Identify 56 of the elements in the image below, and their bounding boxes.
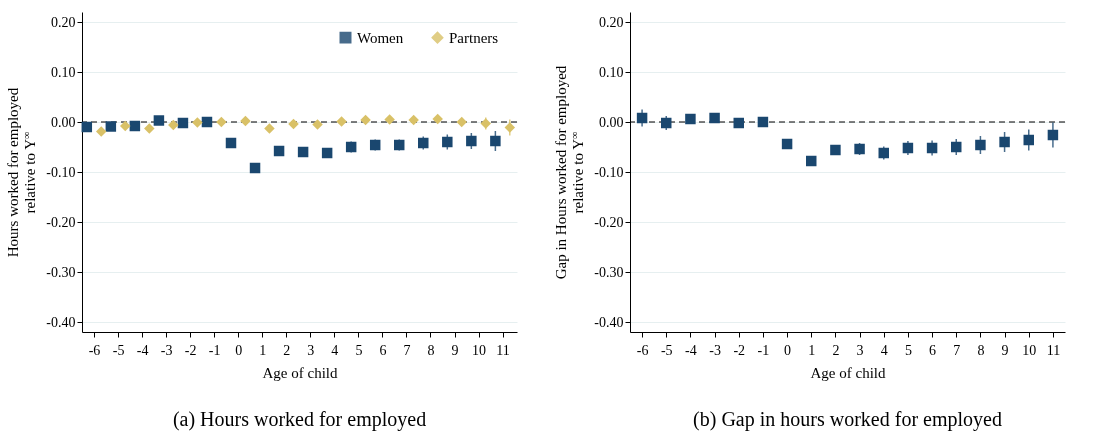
- x-tick-label: 2: [832, 342, 840, 358]
- y-tick-label: -0.10: [46, 164, 76, 180]
- x-tick-label: 0: [784, 342, 792, 358]
- x-tick-label: 11: [496, 342, 510, 358]
- x-tick-label: 1: [259, 342, 267, 358]
- y-tick-label: -0.10: [594, 164, 624, 180]
- x-tick-label: 10: [1022, 342, 1037, 358]
- x-tick-label: -2: [733, 342, 746, 358]
- x-tick-label: 3: [856, 342, 864, 358]
- y-tick-label: -0.30: [46, 264, 76, 280]
- x-tick-label: -1: [208, 342, 221, 358]
- x-tick-label: 0: [235, 342, 243, 358]
- legend-label: Partners: [449, 29, 499, 46]
- x-tick-label: -3: [709, 342, 721, 358]
- text: (b) Gap in hours worked for employed: [693, 408, 1002, 431]
- x-tick-label: 2: [283, 342, 291, 358]
- x-tick-label: -4: [685, 342, 697, 358]
- x-tick-label: -5: [660, 342, 673, 358]
- y-tick-label: 0.00: [599, 114, 624, 130]
- y-tick-label: -0.40: [46, 314, 76, 330]
- y-tick-label: 0.10: [51, 64, 76, 80]
- x-tick-label: 9: [451, 342, 459, 358]
- y-tick-label: 0.00: [51, 114, 76, 130]
- y-tick-label: 0.20: [51, 14, 76, 30]
- x-tick-label: 5: [904, 342, 912, 358]
- y-tick-label: -0.20: [46, 214, 76, 230]
- x-tick-label: 6: [929, 342, 937, 358]
- x-tick-label: 9: [1001, 342, 1009, 358]
- y-tick-label: -0.30: [594, 264, 624, 280]
- x-tick-label: 7: [403, 342, 411, 358]
- y-tick-label: -0.40: [594, 314, 624, 330]
- x-tick-label: 1: [808, 342, 816, 358]
- x-tick-label: -5: [112, 342, 125, 358]
- x-tick-label: 5: [355, 342, 363, 358]
- x-tick-label: -3: [160, 342, 173, 358]
- x-tick-label: -1: [757, 342, 770, 358]
- x-tick-label: -6: [636, 342, 649, 358]
- y-tick-label: 0.20: [599, 14, 624, 30]
- x-tick-label: -4: [136, 342, 149, 358]
- y-tick-label: -0.20: [594, 214, 624, 230]
- x-tick-label: 4: [331, 342, 339, 358]
- x-tick-label: 8: [977, 342, 985, 358]
- y-tick-label: 0.10: [599, 64, 624, 80]
- x-tick-label: 8: [427, 342, 435, 358]
- x-tick-label: 11: [1046, 342, 1061, 358]
- x-tick-label: 3: [307, 342, 315, 358]
- x-tick-label: 4: [880, 342, 888, 358]
- x-axis-title: Age of child: [262, 364, 338, 381]
- x-tick-label: 10: [472, 342, 487, 358]
- x-axis-title: Age of child: [810, 364, 886, 381]
- x-tick-label: -2: [184, 342, 197, 358]
- text: (a) Hours worked for employed: [172, 408, 427, 431]
- legend-label: Women: [357, 29, 404, 46]
- x-tick-label: 7: [953, 342, 961, 358]
- x-tick-label: -6: [88, 342, 101, 358]
- x-tick-label: 6: [379, 342, 387, 358]
